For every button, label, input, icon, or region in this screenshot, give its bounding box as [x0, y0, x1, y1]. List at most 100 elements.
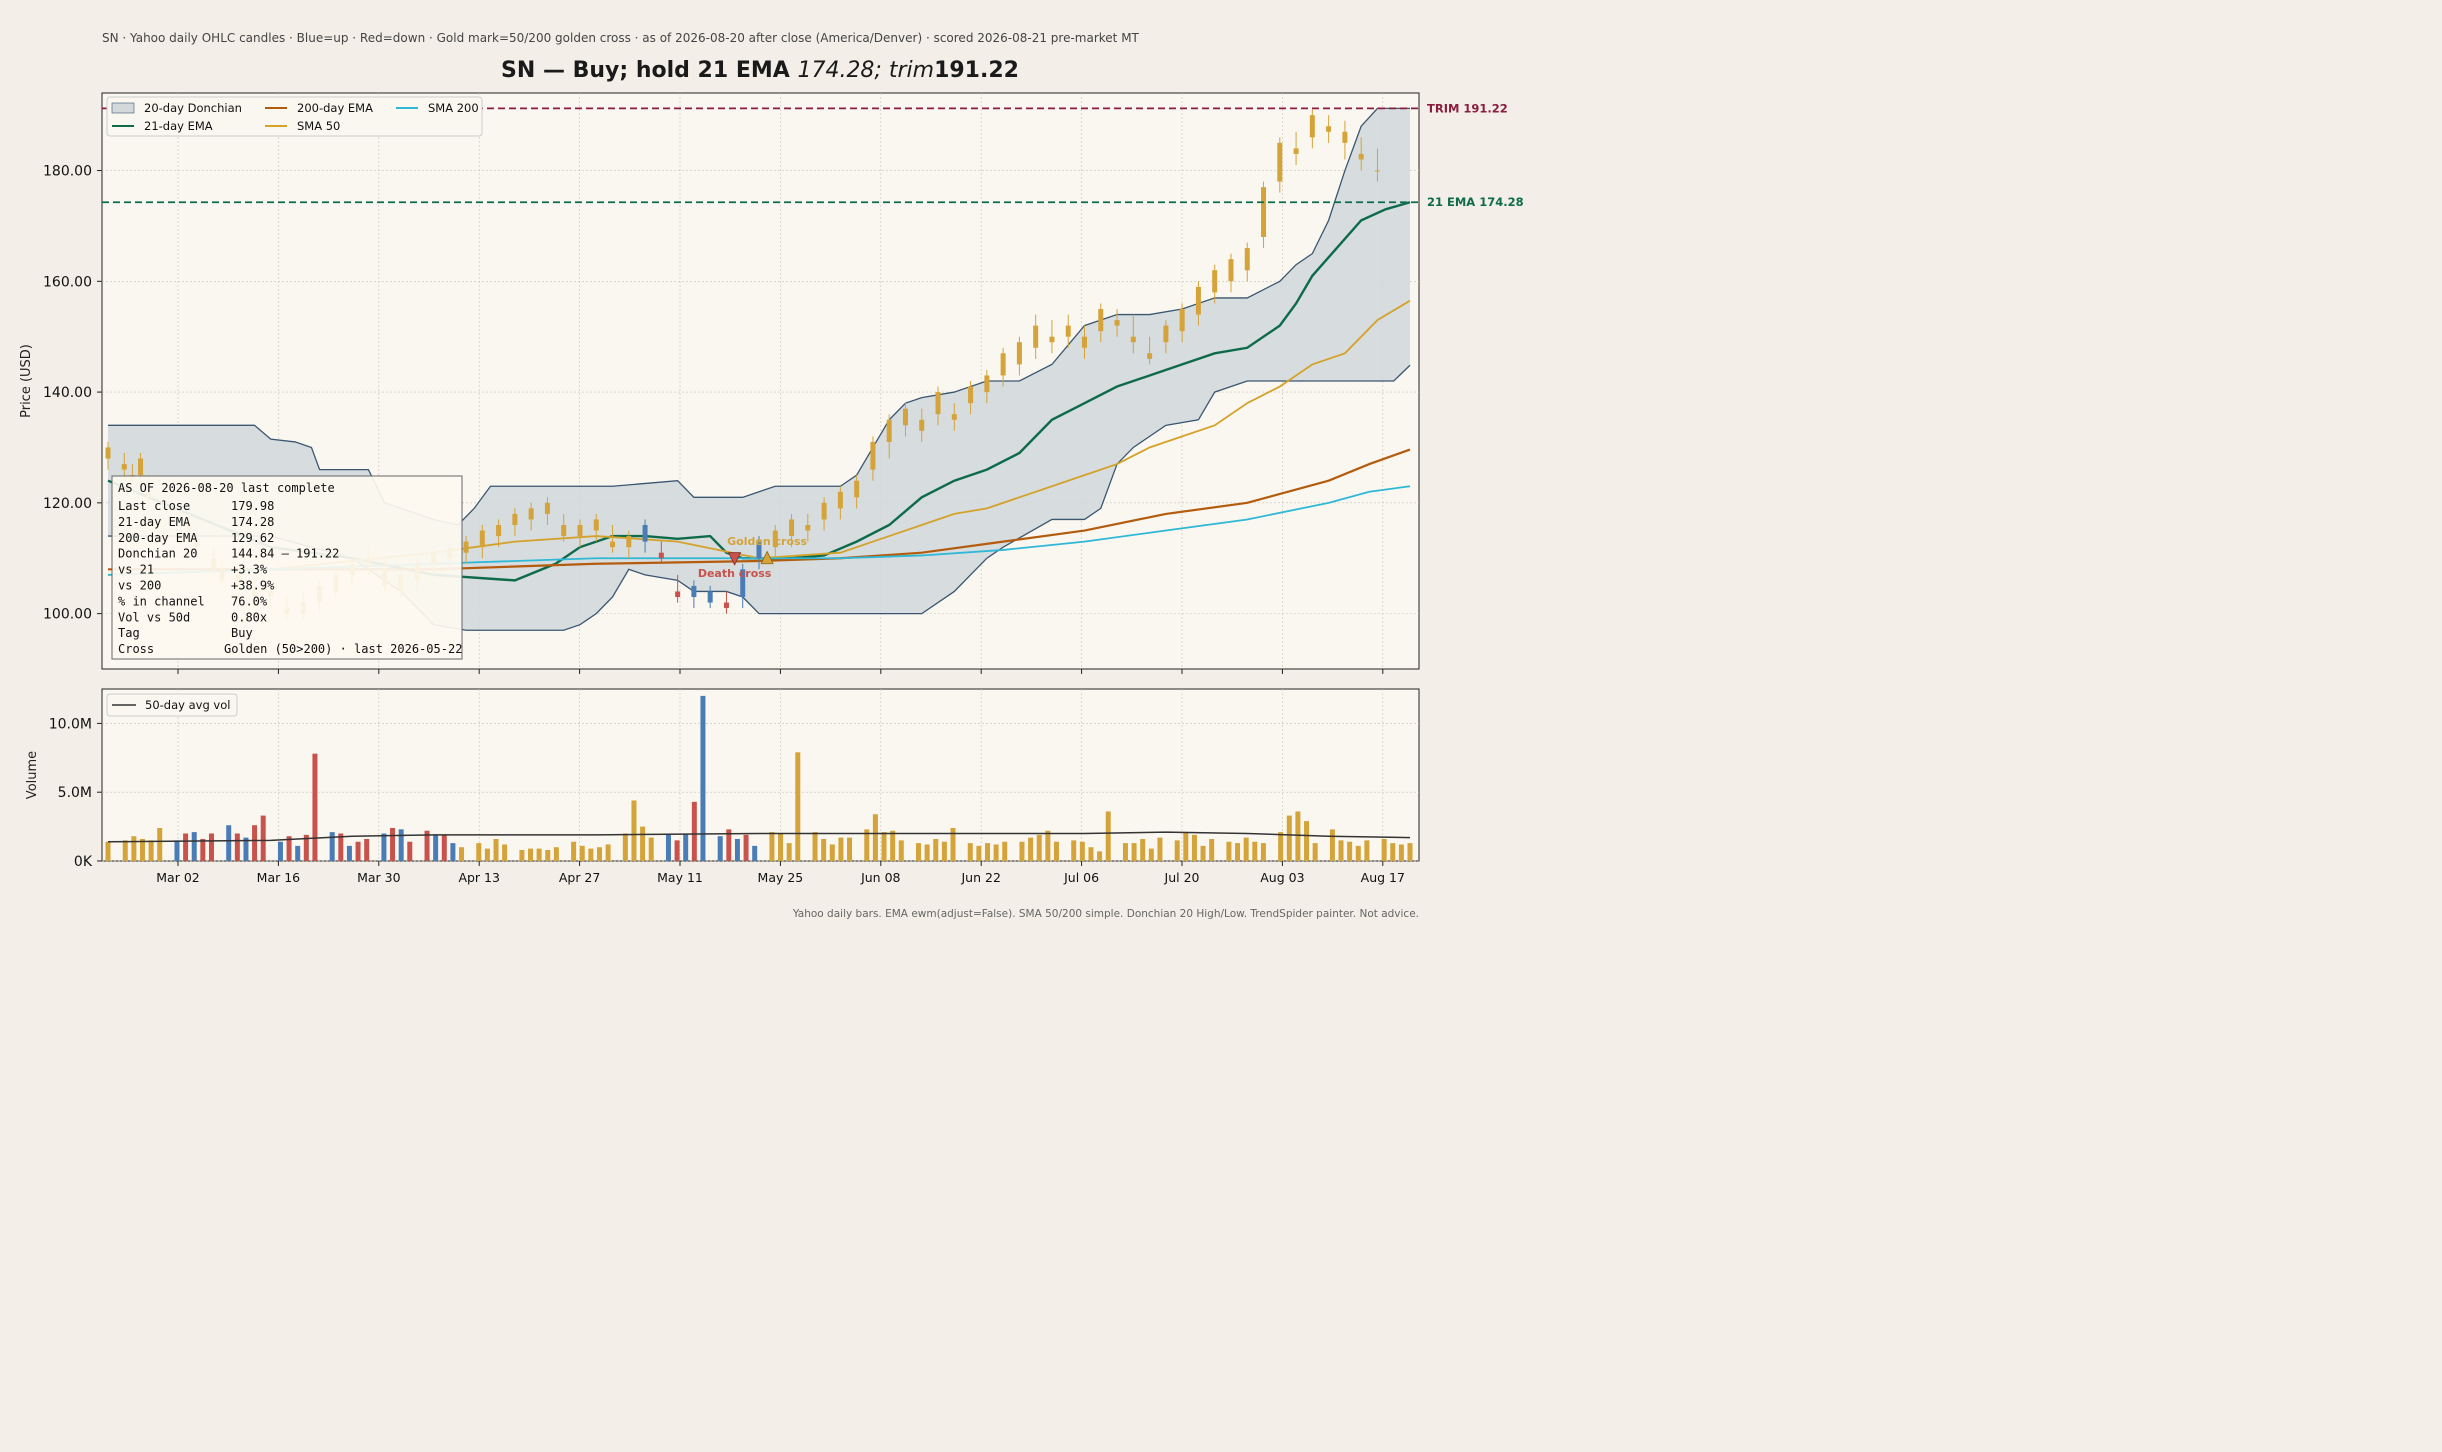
- xtick-label: Mar 16: [257, 870, 301, 885]
- candle-body: [593, 519, 599, 531]
- candle-body: [1374, 170, 1380, 172]
- candle-body: [1130, 336, 1136, 343]
- volume-bar: [1209, 838, 1215, 861]
- volume-bar: [1036, 834, 1042, 861]
- info-row-label: % in channel: [118, 594, 205, 608]
- volume-bar: [1235, 843, 1241, 861]
- volume-bar: [1398, 844, 1404, 861]
- info-row-label: 200-day EMA: [118, 531, 198, 545]
- volume-bar: [752, 845, 758, 861]
- candle-body: [1000, 353, 1006, 376]
- title-main: SN — Buy; hold 21 EMA: [501, 58, 797, 83]
- price-ytick-label: 120.00: [43, 496, 92, 512]
- info-row-label: Vol vs 50d: [118, 610, 190, 624]
- volume-avg-line: [107, 831, 1411, 843]
- volume-bar: [1347, 841, 1353, 861]
- candle-body: [577, 525, 583, 537]
- volume-bar: [1304, 821, 1310, 861]
- candle-body: [1147, 353, 1153, 359]
- candle-body: [1228, 259, 1234, 282]
- volume-bar: [1295, 811, 1301, 861]
- candle-body: [1033, 325, 1039, 348]
- price-ytick-label: 160.00: [43, 274, 92, 290]
- volume-y-label: Volume: [25, 751, 40, 799]
- volume-bar: [631, 800, 637, 861]
- legend-avgvol: 50-day avg vol: [145, 698, 230, 712]
- info-box: AS OF 2026-08-20 last complete Last clos…: [111, 475, 463, 660]
- volume-bar: [1148, 848, 1154, 861]
- candle-body: [805, 525, 811, 531]
- candle-body: [1261, 187, 1267, 237]
- candle-body: [496, 525, 502, 537]
- xtick-label: Jul 20: [1164, 870, 1200, 885]
- volume-bar: [139, 838, 145, 861]
- volume-bar: [812, 832, 818, 861]
- hline-label-21-ema: 21 EMA 174.28: [1427, 195, 1524, 209]
- volume-bar: [571, 841, 577, 861]
- volume-bar: [640, 826, 646, 861]
- volume-bar: [1260, 843, 1266, 861]
- volume-bar: [872, 814, 878, 861]
- volume-bar: [967, 843, 973, 861]
- volume-bar: [450, 843, 456, 861]
- info-row-value: 129.62: [231, 531, 274, 545]
- volume-bar: [459, 847, 465, 861]
- death-cross-marker: [727, 552, 742, 566]
- volume-bar: [484, 848, 490, 861]
- volume-bar: [1045, 830, 1051, 861]
- xtick-label: Mar 02: [156, 870, 199, 885]
- volume-bar: [778, 833, 784, 861]
- info-row-value: 76.0%: [231, 594, 268, 608]
- series-sma-200: [107, 485, 1411, 576]
- volume-bar: [924, 844, 930, 861]
- candle-body: [138, 458, 144, 476]
- volume-bar: [1226, 841, 1232, 861]
- candle-body: [789, 519, 795, 537]
- volume-bar: [545, 849, 551, 861]
- volume-bar: [234, 833, 240, 861]
- candle-body: [658, 552, 664, 559]
- volume-bar: [821, 838, 827, 861]
- volume-bar: [381, 833, 387, 861]
- candle-body: [1309, 115, 1315, 138]
- volume-bar: [1157, 837, 1163, 861]
- candle-body: [968, 386, 974, 404]
- donchian-lower: [108, 364, 1411, 631]
- volume-bar: [700, 695, 706, 861]
- volume-bar: [976, 845, 982, 861]
- candle-body: [561, 525, 567, 537]
- info-box-bg: [111, 475, 463, 660]
- volume-bar: [338, 833, 344, 861]
- volume-bar: [1278, 832, 1284, 861]
- volume-bar: [502, 844, 508, 861]
- candle-body: [1065, 325, 1071, 337]
- xtick-label: Jun 22: [960, 870, 1000, 885]
- candle-body: [935, 392, 941, 415]
- volume-bar: [622, 833, 628, 861]
- candle-body: [1082, 336, 1087, 348]
- volume-bar: [1079, 841, 1085, 861]
- volume-bar: [312, 753, 318, 861]
- volume-legend-box: [106, 693, 238, 717]
- volume-bar: [1183, 832, 1189, 861]
- info-row-value: 174.28: [231, 515, 274, 529]
- xtick-label: Jun 08: [860, 870, 900, 885]
- candle-body: [740, 569, 746, 597]
- volume-plot-area: [101, 688, 1420, 862]
- legend-ema200: 200-day EMA: [297, 101, 373, 115]
- volume-bar: [493, 838, 499, 861]
- xtick-label: Apr 13: [458, 870, 500, 885]
- volume-bar: [252, 825, 258, 861]
- death-cross-label: Death cross: [698, 567, 772, 580]
- volume-bar: [1088, 847, 1094, 861]
- candle-body: [1049, 336, 1055, 343]
- volume-bar: [838, 837, 844, 861]
- volume-bar: [1191, 834, 1197, 861]
- candle-body: [821, 502, 827, 520]
- volume-bar: [1122, 843, 1128, 861]
- volume-bar: [1252, 841, 1258, 861]
- volume-bar: [579, 845, 585, 861]
- volume-bar: [984, 843, 990, 861]
- chart-footer: Yahoo daily bars. EMA ewm(adjust=False).…: [792, 908, 1419, 920]
- info-row-value: Buy: [231, 626, 253, 640]
